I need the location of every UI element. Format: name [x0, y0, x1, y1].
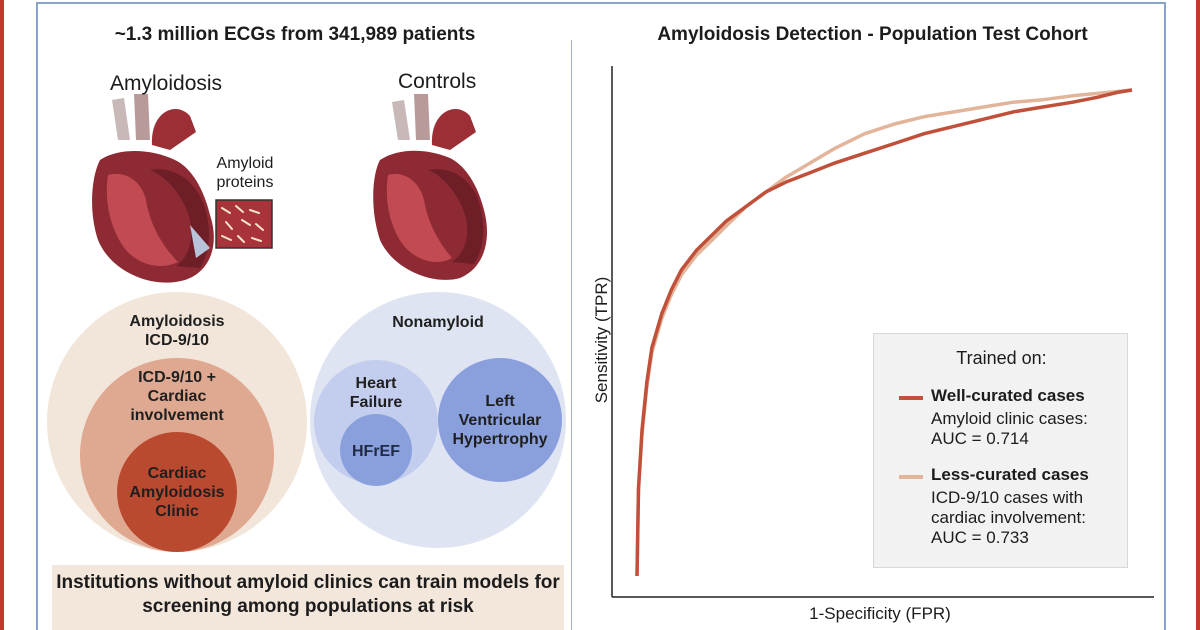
chart-title: Amyloidosis Detection - Population Test … [657, 24, 1088, 45]
amyloid-heart-icon [92, 94, 214, 283]
control-heart-icon [373, 94, 487, 280]
legend-desc-less-curated: ICD-9/10 cases with cardiac involvement:… [931, 488, 1086, 547]
conclusion-banner: Institutions without amyloid clinics can… [52, 565, 564, 630]
left-accent-bar [0, 0, 4, 630]
legend-swatch-well-curated [899, 396, 923, 400]
figure-frame [36, 2, 1166, 630]
legend-name-less-curated: Less-curated cases [931, 465, 1089, 484]
legend-desc-well-curated: Amyloid clinic cases: AUC = 0.714 [931, 409, 1088, 448]
well-curated-roc-line [635, 88, 1133, 577]
lvh-label: Left Ventricular Hypertrophy [452, 393, 548, 448]
control-outer-label: Nonamyloid [392, 314, 484, 331]
lvh-circle [438, 358, 562, 482]
y-axis-label: Sensitivity (TPR) [592, 276, 611, 404]
hfref-circle [340, 414, 412, 486]
legend-title: Trained on: [956, 348, 1047, 368]
amyloid-middle-label: ICD-9/10 + Cardiac involvement [130, 369, 224, 424]
panel-divider [571, 40, 572, 630]
controls-heart-label: Controls [398, 70, 477, 93]
x-axis-label: 1-Specificity (FPR) [809, 604, 951, 623]
amyloid-protein-label: Amyloid proteins [216, 155, 274, 191]
heart-failure-label: Heart Failure [349, 375, 403, 411]
amyloid-outer-label: Amyloidosis ICD-9/10 [129, 313, 225, 349]
chart-legend: Trained on: Well-curated cases Amyloid c… [873, 333, 1128, 568]
amyloid-protein-inset [215, 199, 273, 249]
amyloid-inner-label: Cardiac Amyloidosis Clinic [129, 465, 225, 520]
legend-swatch-less-curated [899, 475, 923, 479]
amyloid-inner-circle [117, 432, 237, 552]
right-accent-bar [1196, 0, 1200, 630]
hfref-label: HFrEF [352, 443, 400, 460]
legend-name-well-curated: Well-curated cases [931, 386, 1085, 405]
left-panel-title: ~1.3 million ECGs from 341,989 patients [114, 24, 476, 45]
amyloid-heart-label: Amyloidosis [110, 72, 223, 95]
